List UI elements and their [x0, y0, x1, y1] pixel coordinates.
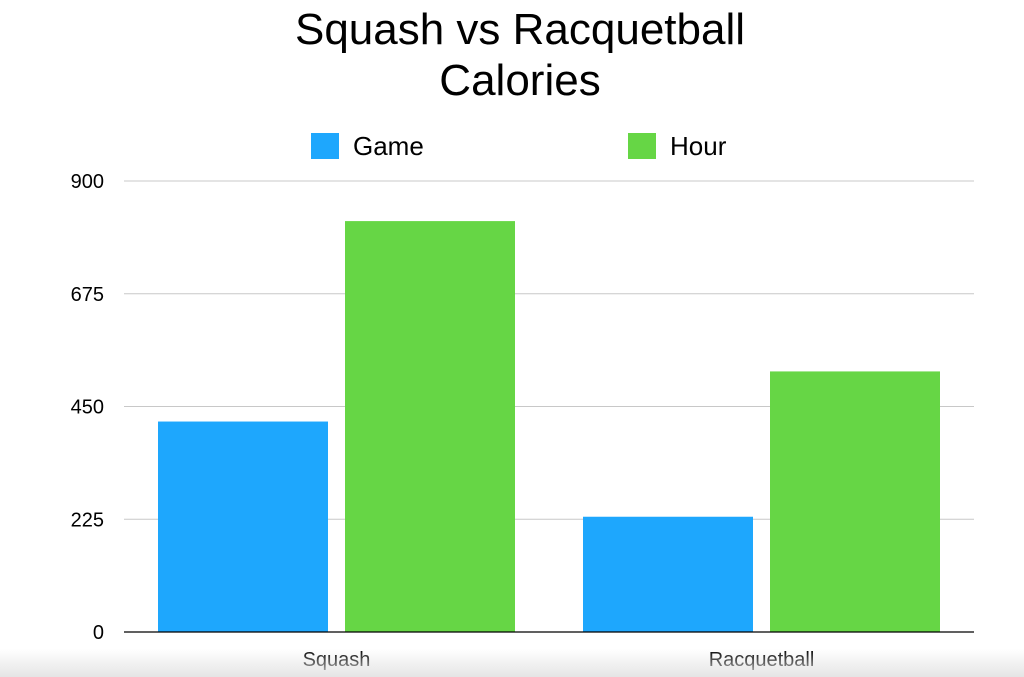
y-tick-label: 675: [71, 284, 104, 306]
bar-hour-squash: [345, 221, 515, 633]
x-category-label: Squash: [303, 649, 371, 671]
x-category-label: Racquetball: [709, 649, 815, 671]
chart-title-line-1: Squash vs Racquetball: [294, 5, 746, 54]
bar-game-squash: [158, 421, 328, 632]
chart-title-line-2: Calories: [439, 56, 601, 105]
y-tick-label: 0: [93, 622, 104, 644]
legend-swatch-hour: [628, 133, 656, 159]
legend-item-game: Game: [311, 133, 424, 159]
bar-game-racquetball: [583, 516, 753, 632]
y-tick-label: 450: [71, 397, 104, 419]
chart-title: Squash vs Racquetball Calories: [0, 4, 1024, 106]
y-tick-label: 225: [71, 509, 104, 531]
legend-swatch-game: [311, 133, 339, 159]
y-tick-label: 900: [71, 171, 104, 193]
bar-hour-racquetball: [770, 371, 940, 632]
legend-label-game: Game: [353, 131, 424, 161]
legend-item-hour: Hour: [628, 133, 726, 159]
legend-label-hour: Hour: [670, 131, 727, 161]
